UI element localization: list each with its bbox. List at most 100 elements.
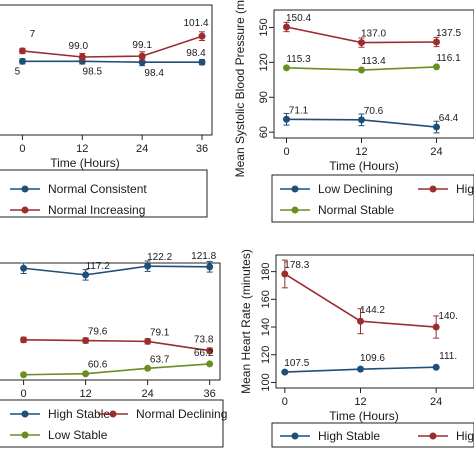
data-point	[82, 370, 90, 378]
legend-label: Normal Consistent	[48, 182, 147, 196]
legend-label: High	[456, 429, 474, 443]
series-line	[23, 339, 210, 352]
data-label: 98.4	[186, 48, 206, 59]
legend-swatch-marker	[109, 410, 117, 418]
x-tick-label: 24	[430, 146, 442, 158]
x-tick-label: 24	[136, 143, 148, 155]
data-label: 79.6	[88, 327, 108, 338]
data-label: 70.6	[364, 106, 384, 117]
series-normal-increasing: 7 99.0 99.1 101.4	[18, 18, 209, 61]
data-label: 73.8	[194, 335, 214, 346]
data-label: 66.2	[194, 348, 214, 359]
plot-frame	[275, 254, 474, 389]
data-point	[281, 368, 289, 376]
legend: High Stable High	[271, 422, 474, 448]
series-normal-stable: 115.3 113.4 116.1	[283, 53, 461, 74]
data-point	[433, 38, 440, 46]
panel-p1: 0 12 24 36 Time (Hours) 5 98.5 98.4 98.4 7 99.0 99.…	[0, 4, 213, 218]
y-tick-label: 100	[260, 373, 272, 391]
data-label: 79.1	[150, 327, 170, 338]
data-point	[206, 347, 214, 355]
y-axis-label: Mean Systolic Blood Pressure (mmHg)	[233, 0, 247, 177]
legend-box	[271, 174, 474, 223]
data-label: 150.4	[286, 13, 311, 24]
data-point	[18, 47, 26, 55]
data-label: 109.6	[360, 353, 385, 364]
series-low-stable: 60.6 63.7 66.2	[20, 348, 214, 379]
series-high: 150.4 137.0 137.5	[283, 13, 461, 48]
data-label: 137.0	[361, 29, 386, 40]
data-label: 7	[30, 29, 36, 40]
y-tick-label: 120	[258, 53, 270, 71]
data-point	[206, 360, 214, 368]
legend-label: High	[456, 182, 474, 196]
data-point	[144, 262, 152, 270]
legend: Normal Consistent Normal Increasing	[0, 169, 208, 218]
x-tick-label: 0	[282, 396, 288, 408]
panel-p4: 0 12 24 100 120 140 160 180 Time (Hours) Mean Hea…	[239, 249, 474, 448]
data-point	[82, 337, 90, 345]
legend: Low Declining High Normal Stable	[271, 174, 474, 223]
legend-swatch-marker	[21, 410, 29, 418]
data-point	[356, 365, 364, 373]
y-tick-label: 180	[260, 262, 272, 280]
y-tick-label: 140	[260, 318, 272, 336]
legend-swatch-marker	[429, 432, 437, 440]
legend-label: High Stable	[48, 407, 110, 421]
panel-p2: 0 12 24 60 90 120 150 Time (Hours) Mean Systolic…	[233, 0, 474, 223]
data-point	[283, 23, 290, 31]
legend-swatch-marker	[291, 185, 299, 193]
data-label: 71.1	[289, 105, 309, 116]
data-point	[82, 271, 90, 279]
data-point	[433, 123, 440, 131]
y-tick-label: 150	[258, 18, 270, 36]
data-label: 144.2	[360, 305, 385, 316]
legend-swatch-marker	[21, 431, 29, 439]
data-point	[283, 64, 290, 72]
y-axis-label: Mean Heart Rate (minutes)	[239, 249, 253, 394]
x-tick-label: 24	[142, 388, 154, 400]
data-point	[144, 364, 152, 372]
data-label: 101.4	[184, 18, 209, 29]
data-label: 117.2	[85, 261, 110, 272]
data-point	[283, 115, 290, 123]
series-normal-declining: 79.6 79.1 73.8	[20, 327, 214, 355]
data-label: 115.3	[286, 54, 311, 65]
x-tick-label: 12	[76, 143, 88, 155]
data-label: 98.4	[144, 68, 164, 79]
legend: High Stable Normal Declining Low Stable	[0, 399, 227, 448]
data-label: 111.	[439, 351, 457, 362]
data-point	[198, 32, 206, 40]
data-point	[356, 317, 364, 325]
series-low-declining: 71.1 70.6 64.4	[283, 105, 459, 134]
legend-swatch-marker	[291, 206, 299, 214]
data-label: 121.8	[191, 251, 216, 262]
data-point	[144, 337, 152, 345]
legend-label: Low Declining	[318, 182, 393, 196]
x-tick-label: 0	[283, 146, 289, 158]
data-label: 60.6	[88, 360, 108, 371]
data-point	[281, 270, 289, 278]
x-tick-label: 36	[204, 388, 216, 400]
legend-label: Normal Increasing	[48, 203, 145, 217]
legend-label: Normal Declining	[136, 407, 227, 421]
plot-frame	[0, 262, 221, 381]
x-axis-label: Time (Hours)	[50, 156, 120, 170]
legend-swatch-marker	[429, 185, 437, 193]
x-tick-label: 0	[21, 388, 27, 400]
data-point	[432, 323, 440, 331]
data-label: 140.	[438, 311, 457, 322]
legend-box	[0, 169, 208, 218]
data-point	[18, 57, 26, 65]
plot-frame	[273, 9, 474, 139]
legend-label: High Stable	[318, 429, 380, 443]
data-label: 116.1	[436, 53, 461, 64]
data-label: 63.7	[150, 354, 170, 365]
data-label: 98.5	[83, 66, 103, 77]
series-high-stable: 107.5 109.6 111.	[281, 351, 457, 376]
legend-label: Normal Stable	[318, 203, 394, 217]
data-point	[78, 53, 86, 61]
data-point	[138, 52, 146, 60]
data-label: 122.2	[147, 252, 172, 263]
